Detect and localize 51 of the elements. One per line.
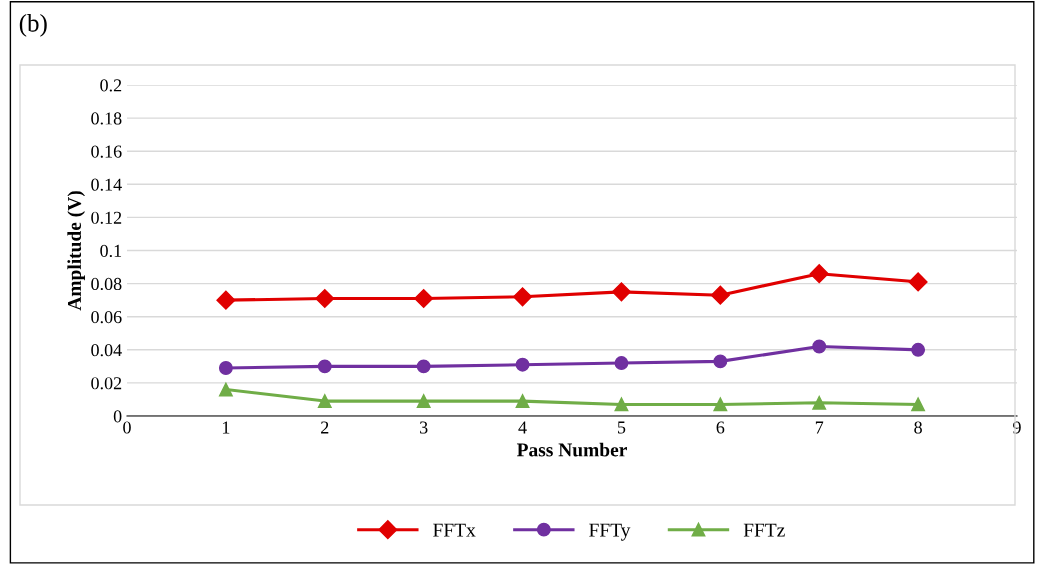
- x-tick-label: 7: [815, 421, 824, 434]
- point: [414, 288, 434, 309]
- point: [911, 342, 926, 357]
- point: [218, 382, 233, 397]
- point: [713, 354, 728, 369]
- point: [515, 357, 530, 372]
- point: [317, 359, 332, 374]
- point: [911, 397, 926, 412]
- x-tick-label: 5: [617, 421, 626, 434]
- x-tick-label: 2: [321, 421, 329, 434]
- point: [809, 264, 829, 284]
- point: [216, 290, 236, 310]
- x-tick-label: 4: [518, 421, 527, 434]
- point: [515, 394, 530, 409]
- point: [812, 339, 827, 354]
- y-tick-label: 0.12: [91, 211, 122, 224]
- text: (b): [19, 14, 47, 37]
- point: [416, 394, 431, 409]
- y-axis-title: Amplitude (V): [67, 191, 85, 311]
- point: [416, 359, 431, 374]
- legend-label: FFTz: [743, 523, 785, 537]
- x-tick-label: 6: [716, 421, 725, 434]
- y-tick-label: 0.16: [91, 145, 122, 158]
- legend-label: FFTx: [433, 523, 476, 537]
- y-tick-label: 0.2: [100, 79, 122, 92]
- x-tick-label: 3: [420, 421, 428, 434]
- point: [513, 287, 533, 307]
- point: [317, 394, 332, 409]
- legend-label: FFTy: [589, 523, 631, 541]
- point: [614, 356, 629, 370]
- x-tick-label: 8: [914, 421, 922, 434]
- point: [908, 272, 928, 292]
- x-tick-label: 1: [222, 421, 230, 434]
- point: [611, 282, 631, 302]
- point: [710, 285, 730, 305]
- y-tick-label: 0.08: [91, 277, 122, 291]
- x-tick-label: 0: [123, 421, 131, 434]
- y-tick-label: 0: [113, 410, 122, 423]
- y-tick-label: 0.02: [91, 377, 122, 390]
- y-tick-label: 0.14: [91, 178, 122, 191]
- point: [315, 288, 335, 309]
- x-tick-label: 9: [1013, 421, 1021, 434]
- point: [713, 397, 728, 412]
- x-axis-title: Pass Number: [516, 442, 627, 457]
- y-tick-label: 0.06: [91, 310, 122, 324]
- y-tick-label: 0.04: [91, 344, 122, 357]
- point: [812, 395, 827, 410]
- y-tick-label: 0.1: [100, 244, 122, 258]
- point: [614, 397, 629, 412]
- point: [218, 361, 233, 375]
- y-tick-label: 0.18: [91, 112, 122, 125]
